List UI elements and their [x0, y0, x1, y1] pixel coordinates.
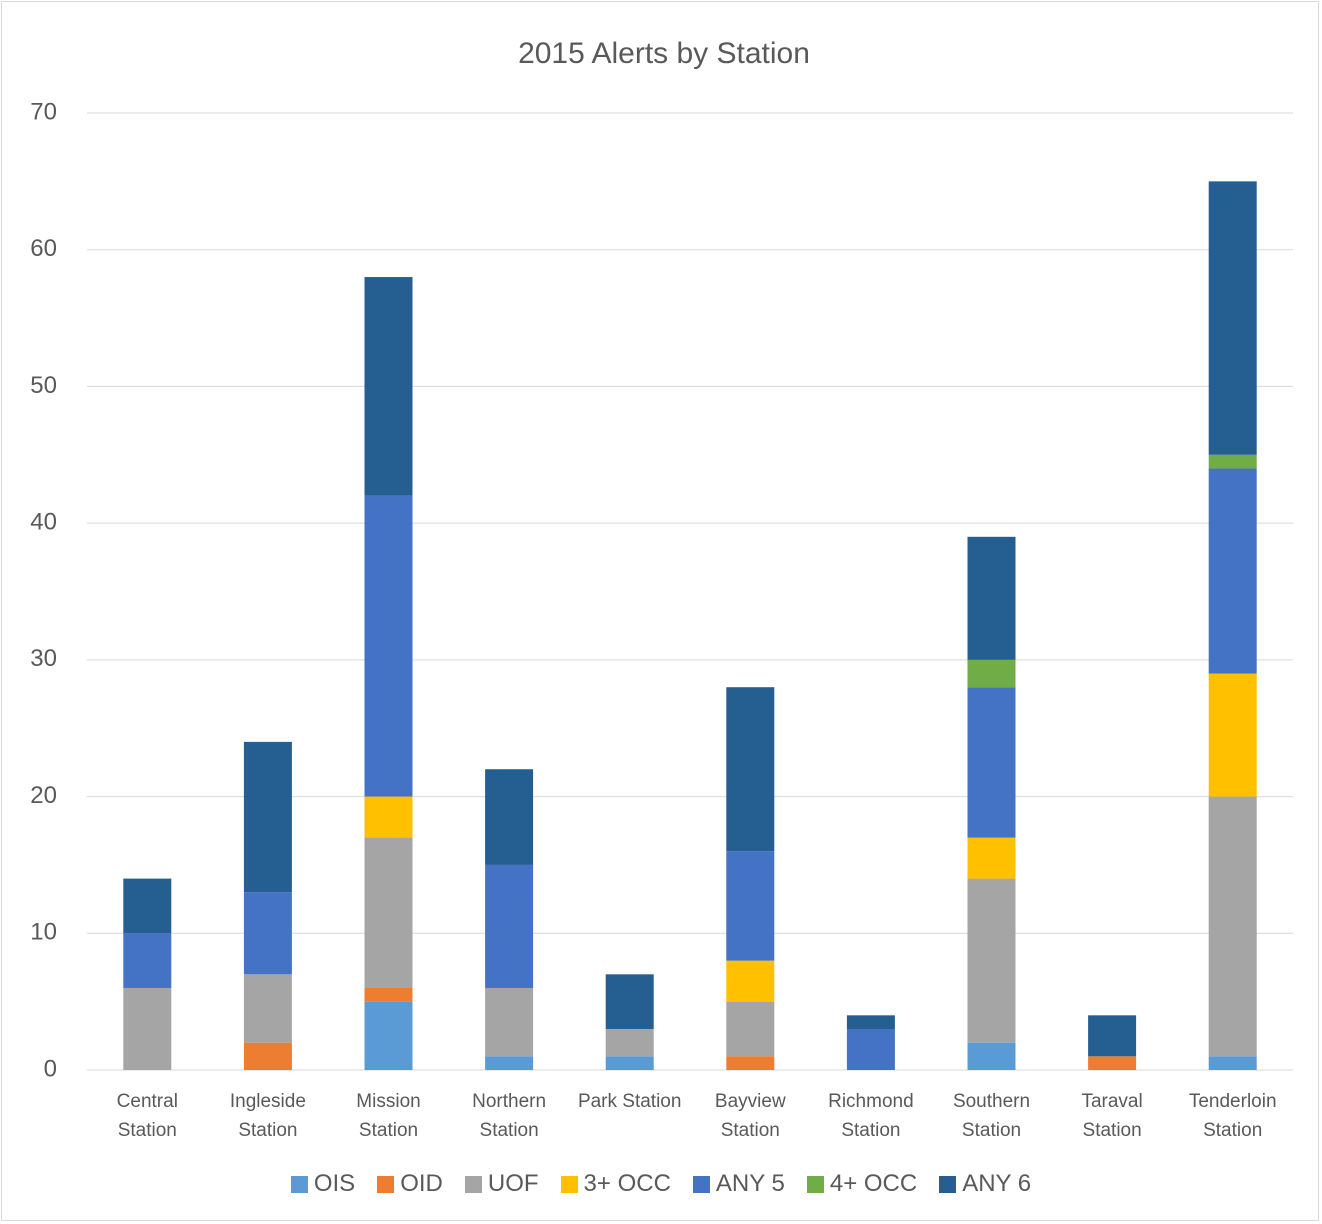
legend-label: OID: [400, 1170, 443, 1197]
bar-segment: [364, 837, 413, 988]
y-tick-label: 0: [44, 1055, 57, 1082]
x-tick-label: Richmond Station: [828, 1091, 914, 1141]
legend-swatch: [939, 1175, 957, 1193]
bar-segment: [364, 796, 413, 838]
x-tick-label: Taraval Station: [1081, 1091, 1143, 1141]
bar-segment: [967, 659, 1016, 688]
legend-item: 3+ OCC: [560, 1170, 671, 1198]
legend-swatch: [290, 1175, 308, 1193]
bar-segment: [1208, 454, 1257, 469]
x-tick-label: Ingleside Station: [229, 1091, 306, 1141]
x-tick-label: Tenderloin Station: [1188, 1091, 1277, 1141]
legend-swatch: [464, 1175, 482, 1193]
bar-segment: [1088, 1056, 1137, 1070]
bar-segment: [243, 1042, 292, 1070]
legend-item: ANY 5: [692, 1170, 785, 1198]
bar-segment: [1208, 181, 1257, 455]
y-tick-label: 50: [30, 372, 57, 399]
bar-segment: [1208, 796, 1257, 1057]
legend-item: ANY 6: [939, 1170, 1031, 1198]
bar-segment: [364, 987, 413, 1002]
chart-title: 2015 Alerts by Station: [518, 37, 810, 70]
x-tick-label: Southern Station: [952, 1091, 1031, 1141]
y-tick-label: 20: [30, 782, 57, 809]
bar-segment: [967, 536, 1016, 660]
legend-item: OID: [377, 1170, 443, 1198]
bar-segment: [243, 974, 292, 1043]
bar-segment: [123, 987, 172, 1070]
legend-swatch: [806, 1175, 824, 1193]
legend-label: 4+ OCC: [829, 1170, 918, 1197]
bar-segment: [605, 1028, 654, 1057]
legend-item: OIS: [290, 1170, 356, 1198]
y-tick-label: 70: [30, 98, 57, 125]
legend: OIS OID UOF 3+ OCC ANY 5 4+ OCC ANY 6: [0, 1170, 1322, 1198]
bar-segment: [123, 933, 172, 988]
bar-segment: [243, 741, 292, 893]
bar-segment: [1208, 673, 1257, 797]
bar-segment: [605, 1056, 654, 1070]
bar-segment: [726, 1056, 775, 1070]
bar-segment: [967, 1042, 1016, 1070]
bar-segment: [726, 687, 775, 852]
bar-segment: [485, 987, 534, 1057]
x-tick-label: Mission Station: [356, 1091, 421, 1141]
bar-segment: [1208, 468, 1257, 674]
x-tick-label: Central Station: [116, 1091, 178, 1141]
bar-segment: [364, 1001, 413, 1070]
legend-swatch: [377, 1175, 395, 1193]
bar-segment: [364, 495, 413, 797]
bar-segment: [726, 1001, 775, 1057]
legend-swatch: [692, 1175, 710, 1193]
legend-item: UOF: [464, 1170, 539, 1198]
bar-segment: [967, 687, 1016, 838]
bar-segment: [726, 960, 775, 1002]
x-tick-label: Bayview Station: [714, 1091, 786, 1141]
bar-segment: [1088, 1015, 1137, 1057]
y-tick-label: 60: [30, 235, 57, 262]
bar-segment: [846, 1015, 895, 1029]
x-tick-label: Park Station: [577, 1091, 682, 1112]
legend-label: ANY 6: [962, 1170, 1032, 1197]
bar-segment: [846, 1028, 895, 1070]
bar-segment: [1208, 1056, 1257, 1070]
legend-swatch: [560, 1175, 578, 1193]
y-tick-label: 30: [30, 645, 57, 672]
bar-segment: [726, 851, 775, 961]
bar-segment: [364, 277, 413, 496]
bar-segment: [967, 837, 1016, 879]
x-tick-label: Northern Station: [472, 1091, 547, 1141]
bar-segment: [123, 878, 172, 934]
legend-label: 3+ OCC: [583, 1170, 671, 1197]
bar-segment: [485, 864, 534, 988]
legend-label: UOF: [487, 1170, 539, 1197]
bar-segment: [485, 1056, 534, 1070]
legend-item: 4+ OCC: [806, 1170, 918, 1198]
bar-segment: [967, 878, 1016, 1043]
legend-label: ANY 5: [715, 1170, 785, 1197]
bar-segment: [243, 892, 292, 975]
legend-label: OIS: [313, 1170, 356, 1197]
y-tick-label: 10: [30, 919, 57, 946]
bar-segment: [485, 769, 534, 865]
y-tick-label: 40: [30, 508, 57, 535]
bar-segment: [605, 974, 654, 1029]
